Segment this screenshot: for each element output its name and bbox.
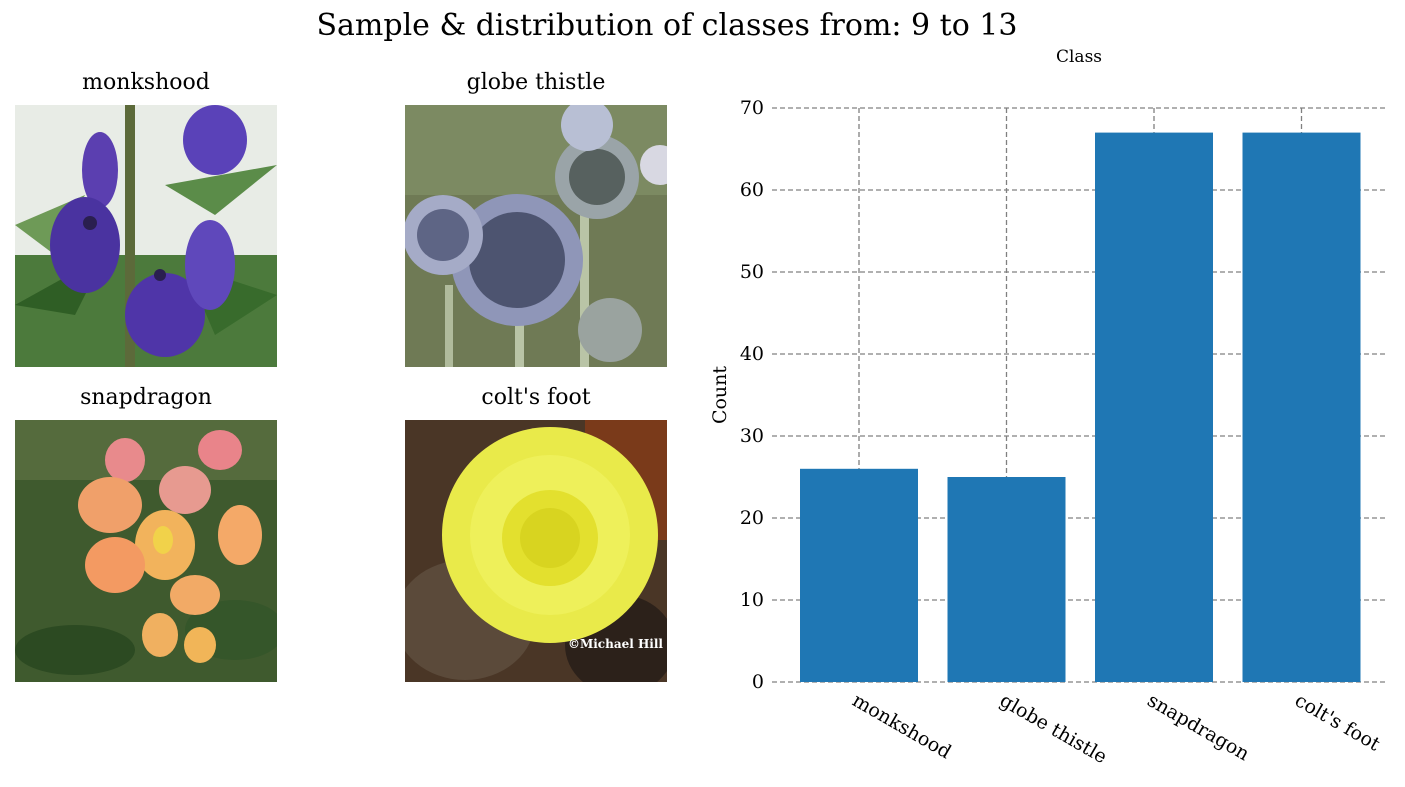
y-tick-label: 40 — [740, 343, 764, 365]
monkshood-image — [15, 105, 277, 367]
y-tick-label: 10 — [740, 589, 764, 611]
y-axis-label: Count — [709, 366, 731, 424]
y-tick-label: 70 — [740, 97, 764, 119]
x-tick-label: monkshood — [849, 689, 955, 763]
figure-title: Sample & distribution of classes from: 9… — [316, 8, 1018, 43]
sample-title-globe-thistle: globe thistle — [466, 70, 606, 95]
bar-layer — [800, 132, 1361, 683]
globe-thistle-image — [405, 105, 667, 367]
y-tick-label: 30 — [740, 425, 764, 447]
bar-globe-thistle — [947, 477, 1066, 682]
image-watermark: ©Michael Hill — [568, 637, 663, 651]
x-tick-label: globe thistle — [996, 689, 1111, 768]
snapdragon-image — [15, 420, 277, 682]
bar-colt-s-foot — [1242, 132, 1361, 683]
bar-monkshood — [800, 468, 918, 682]
y-tick-label: 0 — [752, 671, 764, 693]
bar-snapdragon — [1095, 132, 1213, 683]
sample-title-colts-foot: colt's foot — [481, 385, 591, 410]
sample-title-snapdragon: snapdragon — [80, 385, 212, 410]
y-tick-label: 60 — [740, 179, 764, 201]
x-tick-label: snapdragon — [1144, 689, 1254, 765]
x-tick-label: colt's foot — [1291, 689, 1384, 755]
sample-title-monkshood: monkshood — [82, 70, 210, 95]
colts-foot-image: ©Michael Hill — [405, 420, 667, 682]
chart-title: Class — [1056, 47, 1102, 67]
y-tick-label: 50 — [740, 261, 764, 283]
y-tick-label: 20 — [740, 507, 764, 529]
